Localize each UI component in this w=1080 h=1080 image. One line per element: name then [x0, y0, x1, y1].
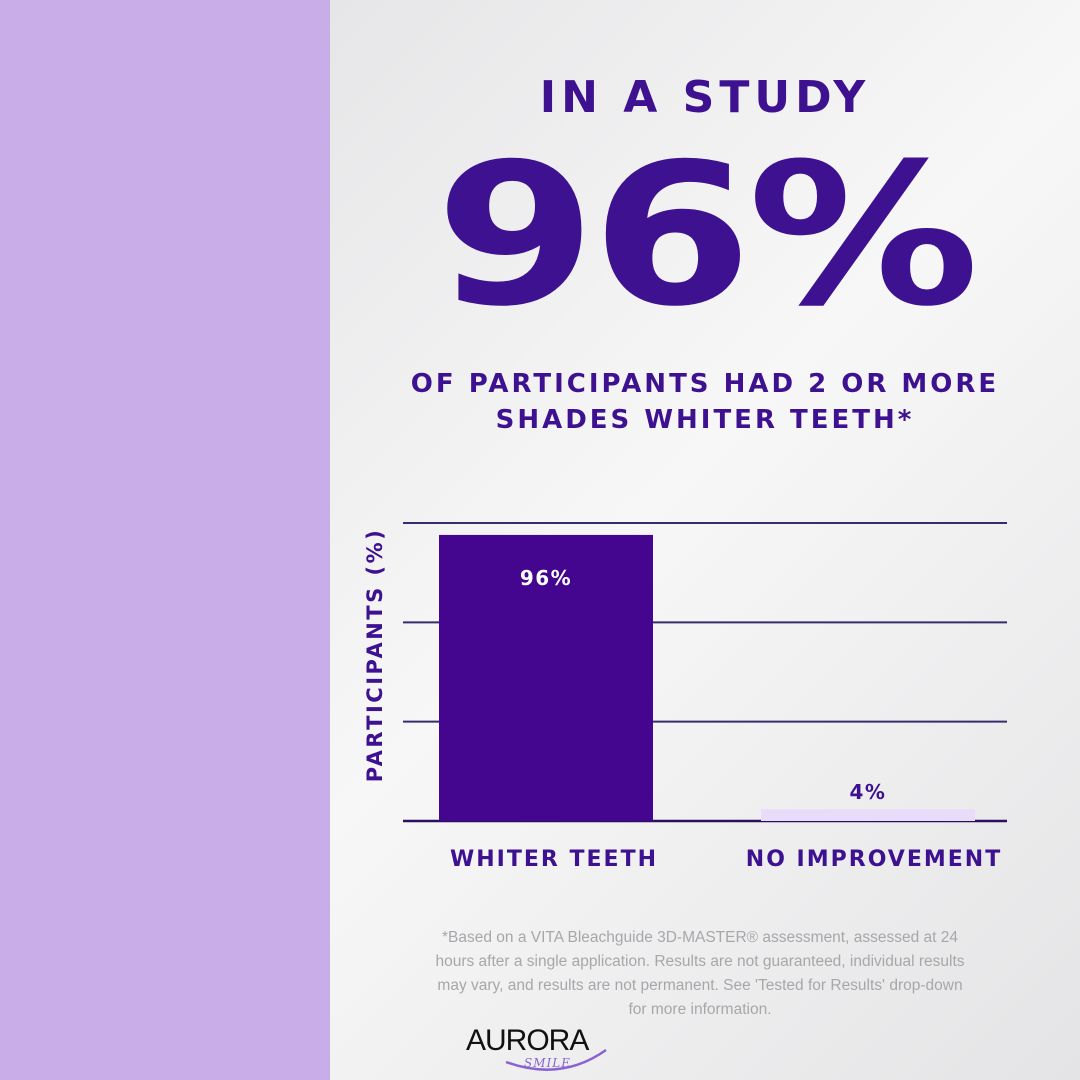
footnote-line-1: *Based on a VITA Bleachguide 3D-MASTER® …	[441, 929, 958, 946]
footnote-line-4: for more information.	[628, 1001, 772, 1018]
category-label: WHITER TEETH	[450, 847, 658, 872]
left-color-panel	[0, 0, 330, 1080]
y-axis-label: PARTICIPANTS (%)	[363, 528, 387, 783]
headline-big-stat: 96%	[435, 122, 979, 350]
category-label: NO IMPROVEMENT	[746, 847, 1002, 872]
data-label: 96%	[520, 566, 572, 590]
bar-chart: 96% WHITER TEETH 4% NO IMPROVEMENT PARTICIP…	[363, 522, 1007, 872]
data-label: 4%	[850, 780, 887, 804]
subhead-line-2: SHADES WHITER TEETH*	[495, 405, 915, 435]
bar-whiter-teeth	[439, 534, 653, 821]
footnote-line-2: hours after a single application. Result…	[435, 953, 965, 970]
chart-bars	[439, 534, 975, 821]
brand-logo: AURORA SMILE	[466, 1022, 616, 1074]
logo-subword: SMILE	[524, 1056, 571, 1070]
logo-wordmark: AURORA	[466, 1024, 589, 1057]
content-panel: IN A STUDY 96% OF PARTICIPANTS HAD 2 OR …	[330, 0, 1080, 1080]
footnote: *Based on a VITA Bleachguide 3D-MASTER® …	[400, 926, 1000, 1022]
logo-smile-icon	[505, 1048, 607, 1071]
chart-labels: 96% WHITER TEETH 4% NO IMPROVEMENT	[450, 566, 1002, 872]
footnote-line-3: may vary, and results are not permanent.…	[437, 977, 963, 994]
subhead-line-1: OF PARTICIPANTS HAD 2 OR MORE	[410, 369, 1000, 399]
bar-no-improvement	[761, 809, 975, 821]
headline-subhead: OF PARTICIPANTS HAD 2 OR MORE SHADES WHI…	[330, 366, 1080, 438]
headline-kicker: IN A STUDY	[539, 72, 871, 123]
